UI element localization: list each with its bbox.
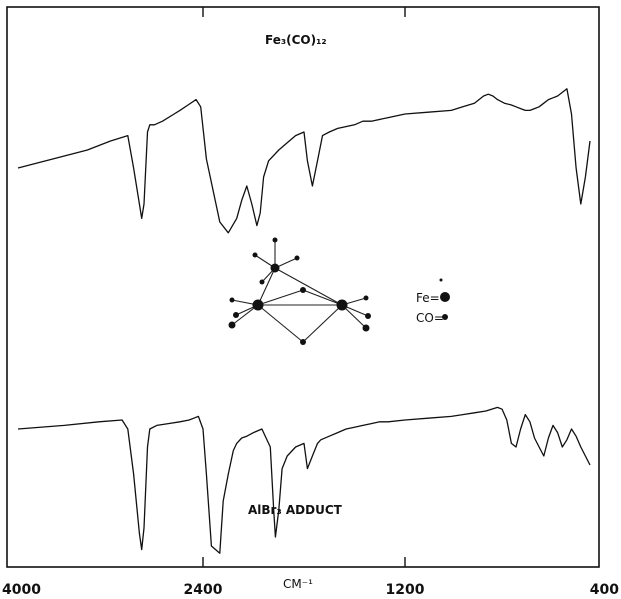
tick-labels: 4000 2400 1200 400 — [2, 582, 619, 598]
plot-frame — [6, 6, 600, 568]
co-group — [259, 279, 265, 285]
co-group — [229, 297, 235, 303]
x-tick-label: 4000 — [2, 582, 41, 598]
spectrum-traces — [17, 88, 591, 554]
co-group — [272, 237, 278, 243]
spectrum-line-fe3co12 — [17, 88, 591, 234]
legend-co-marker — [442, 314, 448, 320]
molecule-structure-diagram — [228, 237, 371, 345]
co-group — [294, 255, 300, 261]
legend-fe-dot — [439, 278, 443, 282]
fe-atom — [336, 299, 348, 311]
atom-legend: Fe= CO= — [416, 278, 450, 325]
x-axis-title: CM⁻¹ — [283, 577, 313, 591]
legend-fe-marker — [440, 292, 450, 302]
series-label-albr3-adduct: AlBr₃ ADDUCT — [248, 503, 343, 517]
co-group — [362, 324, 370, 332]
tick-marks — [202, 7, 406, 567]
x-tick-label: 1200 — [386, 582, 425, 598]
co-group — [365, 313, 371, 319]
legend-fe-label: Fe= — [416, 291, 440, 305]
co-group — [300, 339, 306, 345]
fe-atom — [252, 299, 264, 311]
co-group — [252, 252, 258, 258]
series-label-fe3co12: Fe₃(CO)₁₂ — [265, 33, 327, 47]
co-group — [300, 287, 306, 293]
fe-atom — [270, 263, 280, 273]
spectrum-line-albr3-adduct — [17, 406, 591, 554]
legend-co-label: CO= — [416, 311, 444, 325]
x-tick-label: 400 — [590, 582, 619, 598]
co-group — [363, 295, 369, 301]
x-tick-label: 2400 — [184, 582, 223, 598]
co-group — [228, 321, 236, 329]
co-group — [233, 312, 239, 318]
